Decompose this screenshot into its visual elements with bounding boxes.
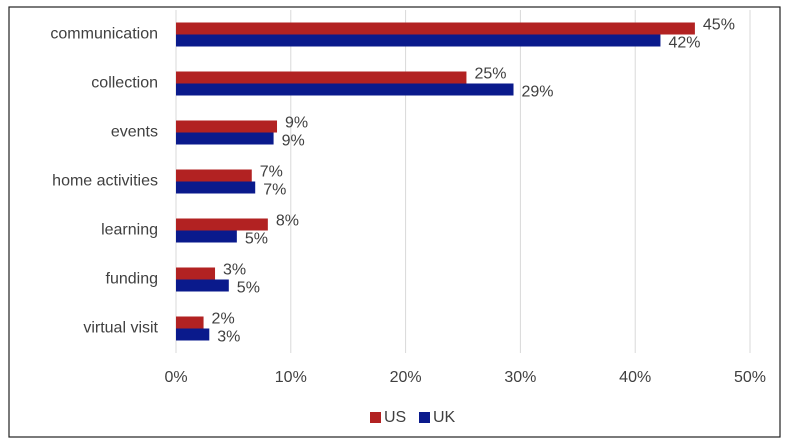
- bar: [176, 267, 216, 280]
- bar: [176, 181, 256, 194]
- value-label: 2%: [212, 311, 235, 328]
- bar: [176, 71, 467, 84]
- value-label: 8%: [276, 213, 299, 230]
- value-label: 3%: [223, 262, 246, 279]
- x-tick-label: 40%: [619, 369, 651, 386]
- x-tick-label: 50%: [734, 369, 766, 386]
- x-tick-label: 0%: [164, 369, 187, 386]
- chart-frame: [8, 6, 781, 438]
- value-label: 5%: [245, 231, 268, 248]
- bar: [176, 279, 229, 292]
- y-tick-label: virtual visit: [83, 320, 158, 337]
- legend-swatch: [419, 412, 430, 423]
- bar: [176, 230, 237, 243]
- legend-label: UK: [433, 409, 456, 426]
- value-label: 42%: [668, 35, 700, 52]
- value-label: 29%: [522, 84, 554, 101]
- y-tick-label: home activities: [52, 173, 158, 190]
- value-label: 5%: [237, 280, 260, 297]
- value-label: 7%: [260, 164, 283, 181]
- bar: [176, 120, 278, 133]
- y-tick-label: learning: [101, 222, 158, 239]
- bar: [176, 328, 210, 341]
- y-tick-label: collection: [91, 75, 158, 92]
- value-label: 25%: [474, 66, 506, 83]
- x-tick-label: 20%: [390, 369, 422, 386]
- value-label: 3%: [217, 329, 240, 346]
- value-label: 9%: [285, 115, 308, 132]
- x-tick-label: 10%: [275, 369, 307, 386]
- legend-label: US: [384, 409, 406, 426]
- bar: [176, 169, 252, 182]
- value-label: 9%: [282, 133, 305, 150]
- y-tick-label: events: [111, 124, 158, 141]
- bar: [176, 132, 274, 145]
- bar: [176, 22, 695, 35]
- legend-swatch: [370, 412, 381, 423]
- value-label: 7%: [263, 182, 286, 199]
- y-tick-label: funding: [106, 271, 159, 288]
- bar: [176, 83, 514, 96]
- x-tick-label: 30%: [504, 369, 536, 386]
- y-tick-label: communication: [50, 26, 158, 43]
- bar: [176, 218, 268, 231]
- bar: [176, 316, 204, 329]
- bar: [176, 34, 661, 47]
- value-label: 45%: [703, 17, 735, 34]
